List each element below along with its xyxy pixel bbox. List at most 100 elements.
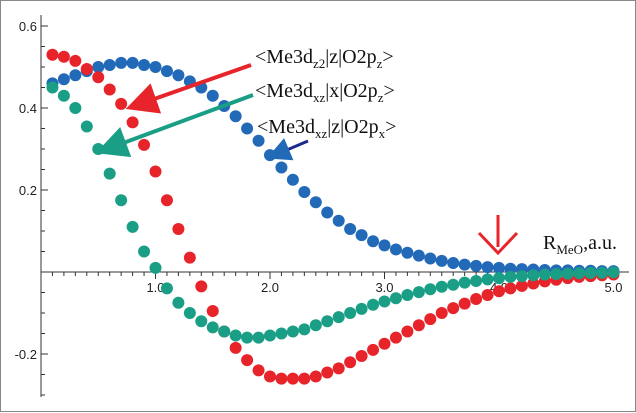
data-point bbox=[458, 276, 471, 289]
label-subscript: xz bbox=[313, 90, 326, 105]
data-point bbox=[378, 337, 391, 350]
data-point bbox=[57, 89, 70, 102]
data-point bbox=[401, 325, 414, 338]
data-point bbox=[561, 267, 574, 280]
data-point bbox=[435, 307, 448, 319]
data-point bbox=[115, 194, 128, 207]
data-point bbox=[389, 331, 402, 344]
data-point bbox=[138, 138, 151, 151]
data-point bbox=[264, 329, 276, 342]
data-point bbox=[550, 268, 563, 281]
data-point bbox=[183, 251, 196, 264]
data-point bbox=[309, 370, 322, 383]
data-point bbox=[275, 161, 288, 174]
data-point bbox=[126, 56, 139, 69]
data-point bbox=[481, 261, 494, 274]
data-point bbox=[355, 302, 368, 315]
data-point bbox=[435, 254, 448, 267]
data-point bbox=[412, 286, 425, 299]
data-point bbox=[321, 366, 334, 379]
data-point bbox=[458, 297, 471, 310]
data-point bbox=[298, 186, 311, 199]
data-point bbox=[515, 270, 528, 283]
data-point bbox=[573, 267, 586, 280]
data-point bbox=[57, 50, 70, 63]
data-point bbox=[527, 269, 540, 282]
data-point bbox=[298, 323, 311, 336]
data-point bbox=[115, 56, 128, 69]
data-point bbox=[401, 246, 414, 259]
data-point bbox=[401, 288, 414, 301]
data-point bbox=[126, 116, 139, 129]
axes-layer: 1.02.03.04.05.00.60.40.2-0.2 bbox=[15, 15, 629, 397]
data-point bbox=[103, 83, 116, 96]
data-point bbox=[447, 302, 460, 315]
data-point bbox=[389, 243, 402, 256]
data-point bbox=[218, 325, 231, 338]
data-point bbox=[481, 273, 494, 286]
data-point bbox=[103, 58, 116, 71]
data-point bbox=[424, 313, 437, 326]
data-point bbox=[367, 298, 380, 311]
y-tick-label: 0.4 bbox=[19, 101, 37, 116]
data-point bbox=[92, 61, 105, 73]
data-point bbox=[447, 278, 460, 291]
data-point bbox=[264, 149, 276, 162]
data-point bbox=[229, 341, 242, 354]
series-label-teal: <Me3dxz|x|O2pz> bbox=[255, 80, 395, 105]
data-point bbox=[138, 245, 151, 258]
data-point bbox=[470, 275, 483, 288]
x-tick-label: 1.0 bbox=[146, 280, 164, 295]
label-text: |z|O2p bbox=[325, 46, 376, 68]
data-point bbox=[92, 71, 105, 84]
y-tick-label: -0.2 bbox=[15, 347, 37, 362]
label-subscript: z bbox=[377, 56, 383, 71]
data-point bbox=[584, 266, 597, 279]
data-point bbox=[504, 262, 517, 275]
data-point bbox=[607, 266, 620, 279]
data-point bbox=[493, 272, 505, 285]
data-point bbox=[149, 165, 162, 178]
data-point bbox=[493, 261, 505, 274]
data-point bbox=[229, 329, 242, 342]
data-point bbox=[527, 277, 540, 290]
data-point bbox=[435, 280, 448, 293]
axis-label-suffix: ,a.u. bbox=[583, 232, 617, 254]
x-tick-label: 2.0 bbox=[261, 280, 279, 295]
data-point bbox=[515, 279, 528, 292]
data-point bbox=[493, 285, 505, 298]
label-text: <Me3d bbox=[255, 46, 313, 68]
data-point bbox=[69, 102, 82, 114]
data-point bbox=[332, 362, 345, 375]
data-point bbox=[172, 69, 185, 82]
data-point bbox=[80, 63, 93, 76]
data-point bbox=[309, 196, 322, 209]
data-point bbox=[412, 249, 425, 262]
series-label-blue: <Me3dxz|z|O2px> bbox=[257, 116, 396, 141]
data-point bbox=[367, 343, 380, 356]
data-point bbox=[332, 214, 345, 227]
label-text: > bbox=[385, 116, 396, 138]
data-point bbox=[195, 315, 208, 328]
arrow-red bbox=[125, 63, 252, 114]
data-point bbox=[470, 259, 483, 272]
data-point bbox=[286, 372, 299, 385]
label-text: > bbox=[382, 46, 393, 68]
data-point bbox=[412, 319, 425, 332]
data-point bbox=[252, 134, 265, 147]
data-point bbox=[252, 331, 265, 344]
data-point bbox=[424, 283, 437, 296]
data-point bbox=[447, 256, 460, 269]
label-text: |x|O2p bbox=[325, 80, 377, 102]
axis-label-sub: MeO bbox=[556, 242, 583, 257]
data-point bbox=[504, 270, 517, 283]
data-point bbox=[367, 235, 380, 248]
data-point bbox=[309, 319, 322, 332]
data-point bbox=[275, 372, 288, 385]
data-point bbox=[332, 311, 345, 324]
data-point bbox=[355, 350, 368, 363]
annotations-layer: <Me3dz2|z|O2pz><Me3dxz|x|O2pz><Me3dxz|z|… bbox=[95, 46, 617, 257]
arrow-blue bbox=[266, 138, 309, 161]
data-point bbox=[264, 370, 276, 383]
